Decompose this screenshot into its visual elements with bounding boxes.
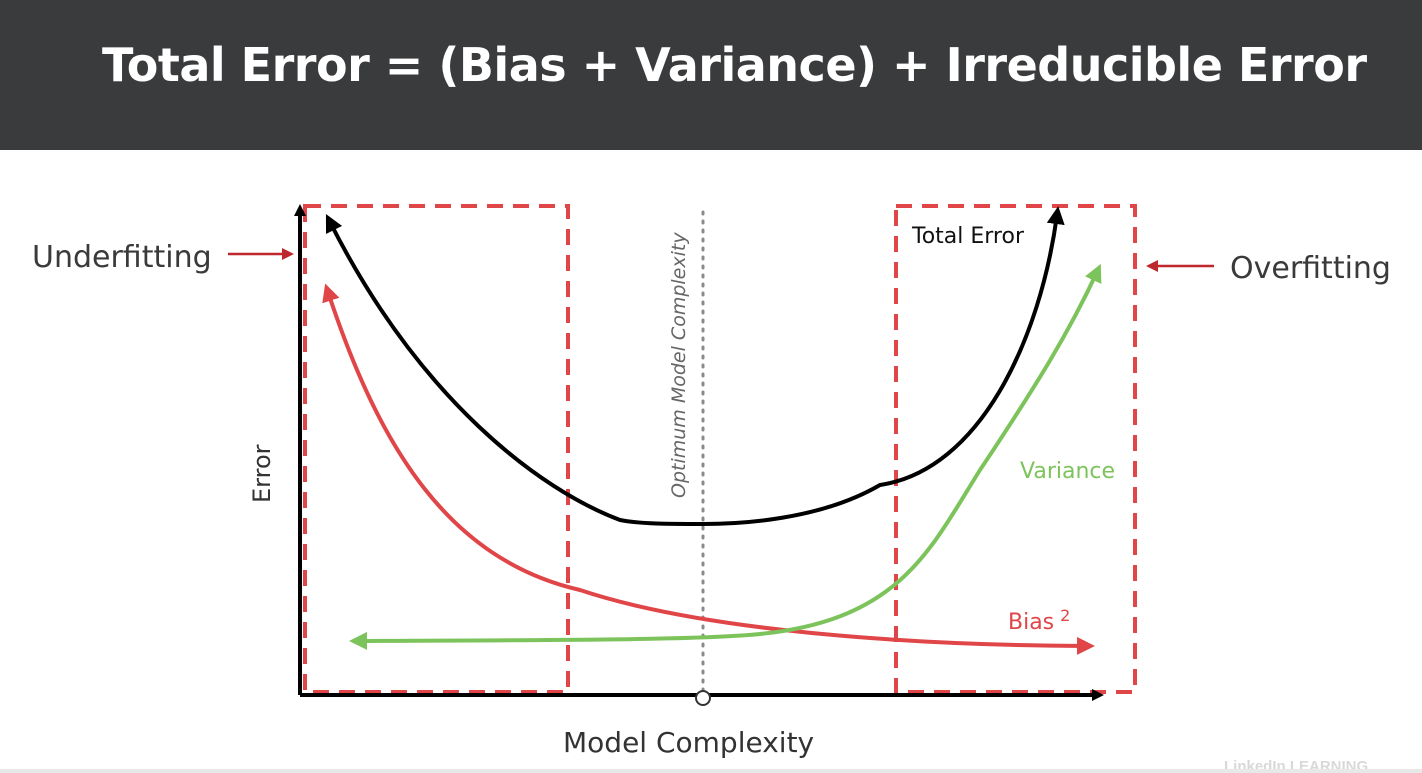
optimum-label: Optimum Model Complexity <box>668 232 690 498</box>
bias-label: Bias 2 <box>1008 606 1070 635</box>
slide-title: Total Error = (Bias + Variance) + Irredu… <box>102 38 1367 92</box>
x-axis-label: Model Complexity <box>563 726 814 759</box>
bias-curve <box>322 283 1095 655</box>
optimum-marker <box>695 690 711 706</box>
bias-label-text: Bias <box>1008 610 1054 635</box>
underfitting-label: Underfitting <box>32 240 212 275</box>
variance-curve <box>349 263 1102 650</box>
y-axis-label: Error <box>248 444 276 503</box>
bias-label-superscript: 2 <box>1060 606 1070 625</box>
total-error-curve <box>325 206 1065 527</box>
bottom-bar <box>0 769 1422 773</box>
title-bar: Total Error = (Bias + Variance) + Irredu… <box>0 0 1422 150</box>
overfitting-label: Overfitting <box>1230 251 1391 286</box>
total-error-label: Total Error <box>911 224 1025 249</box>
underfitting-region <box>303 204 570 694</box>
variance-label: Variance <box>1020 459 1115 484</box>
bias-variance-diagram: Underfitting Overfitting Total Error Var… <box>32 204 1391 759</box>
